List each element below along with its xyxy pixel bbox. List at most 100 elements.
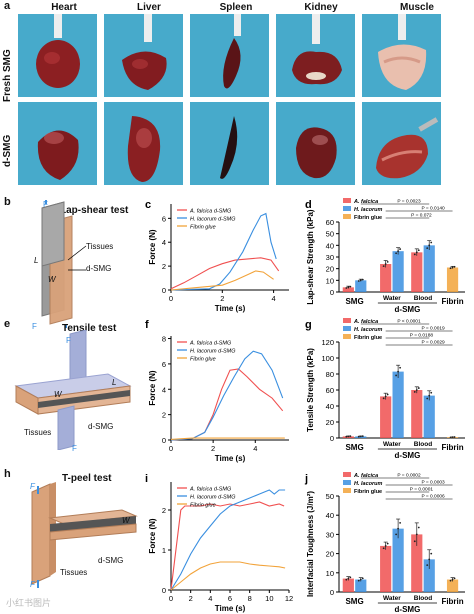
- y-tick-label: 20: [326, 550, 334, 559]
- legend-swatch: [343, 198, 351, 203]
- data-dot: [413, 540, 416, 543]
- series-line-1: [170, 350, 284, 441]
- y-tick-label: 60: [326, 218, 334, 227]
- photo-kidney-dsmg: [276, 102, 355, 185]
- width-label-b: W: [48, 275, 56, 284]
- photo-spleen-dsmg: [190, 102, 269, 185]
- y-tick-label: 4: [162, 385, 166, 394]
- data-dot: [397, 250, 400, 253]
- data-dot: [453, 265, 456, 268]
- force-top-b: F: [43, 200, 48, 209]
- y-tick-label: 30: [326, 253, 334, 262]
- series-line-2: [170, 437, 285, 440]
- p-value: P = 0.0023: [397, 199, 421, 205]
- y-tick-label: 2: [162, 506, 166, 515]
- bar: [392, 371, 404, 438]
- data-dot: [428, 558, 431, 561]
- chart-f-tensile-force: f 0 2 4 6 8 Force (N) 0 2 4 Time (s) A. falcica d-S…: [145, 319, 289, 463]
- column-spleen: Spleen: [219, 2, 253, 13]
- y-tick-label: 40: [326, 402, 334, 411]
- y-tick-label: 50: [326, 492, 334, 501]
- data-dot: [386, 261, 389, 263]
- bar: [423, 395, 435, 438]
- legend-swatch: [343, 488, 351, 493]
- photo-kidney-fresh: [276, 14, 355, 97]
- data-dot: [430, 391, 433, 394]
- data-dot: [415, 533, 418, 536]
- data-dot: [345, 578, 348, 581]
- data-dot: [347, 577, 350, 580]
- data-dot: [415, 251, 418, 254]
- y-tick-label: 80: [326, 370, 334, 379]
- p-value: P = 0.0029: [421, 340, 445, 346]
- lap-shear-title: Lap-shear test: [60, 205, 129, 216]
- photo-spleen-fresh: [190, 14, 269, 97]
- data-dot: [382, 265, 385, 267]
- data-dot: [417, 387, 420, 389]
- tissues-label-b: Tissues: [86, 242, 114, 251]
- bar: [342, 578, 354, 592]
- data-dot: [413, 253, 416, 256]
- y-tick-label: 30: [326, 530, 334, 539]
- bar: [446, 267, 459, 292]
- y-axis-label: Force (N): [148, 229, 157, 264]
- x-tick-label: 10: [265, 594, 273, 603]
- row-d-smg: d-SMG: [2, 134, 13, 167]
- p-value: P = 0.072: [411, 213, 432, 219]
- legend-label: H. lacorum d-SMG: [190, 217, 236, 223]
- legend-label: Fibrin glue: [354, 489, 382, 495]
- data-dot: [426, 564, 429, 567]
- data-dot: [415, 389, 418, 391]
- data-dot: [361, 435, 364, 438]
- data-dot: [382, 547, 385, 550]
- x-tick-label: 4: [253, 444, 257, 453]
- legend-label: A. falcica d-SMG: [189, 341, 232, 347]
- legend-label: Fibrin glue: [354, 335, 382, 341]
- y-tick-label: 50: [326, 230, 334, 239]
- data-dot: [395, 533, 398, 536]
- legend-swatch: [343, 480, 351, 485]
- data-dot: [449, 579, 452, 582]
- series-line-1: [170, 212, 277, 291]
- bar: [392, 251, 404, 292]
- data-dot: [413, 391, 416, 393]
- data-dot: [359, 279, 362, 282]
- x-axis-label: Time (s): [215, 454, 246, 463]
- legend-label: H. lacorum: [354, 327, 383, 333]
- legend-swatch: [343, 206, 351, 211]
- data-dot: [451, 436, 454, 439]
- bar: [411, 252, 423, 292]
- dsmg-label-b: d-SMG: [86, 264, 112, 273]
- y-axis-label: Interfacial Toughness (J/m²): [306, 491, 315, 597]
- y-axis-label: Tensile Strength (kPa): [306, 348, 315, 432]
- panel-h-label: h: [4, 468, 11, 480]
- length-label-e: L: [112, 378, 117, 387]
- data-dot: [382, 397, 385, 400]
- group-label: Blood: [414, 441, 432, 448]
- x-axis-label: Time (s): [215, 604, 246, 613]
- panel-f-label: f: [145, 319, 149, 331]
- p-value: P = 0.0002: [397, 473, 421, 479]
- bar: [342, 287, 354, 292]
- x-tick-label: 4: [208, 594, 212, 603]
- data-dot: [384, 263, 387, 265]
- y-tick-label: 10: [326, 276, 334, 285]
- data-dot: [359, 435, 362, 438]
- bar: [380, 545, 392, 592]
- x-tick-label: 0: [169, 594, 173, 603]
- x-tick-label: 6: [228, 594, 232, 603]
- group-label: Blood: [414, 595, 432, 602]
- group-label: Fibrin: [441, 443, 463, 452]
- bar: [392, 528, 404, 592]
- y-tick-label: 6: [162, 360, 166, 369]
- bar: [423, 559, 435, 592]
- t-peel-schematic: [31, 482, 138, 588]
- data-dot: [349, 285, 352, 288]
- row-fresh-smg: Fresh SMG: [2, 49, 13, 102]
- width-label-e: W: [54, 390, 62, 399]
- data-dot: [397, 370, 400, 373]
- data-dot: [349, 435, 352, 438]
- y-tick-label: 0: [330, 434, 334, 443]
- y-tick-label: 1: [162, 546, 166, 555]
- x-tick-label: 12: [285, 594, 293, 603]
